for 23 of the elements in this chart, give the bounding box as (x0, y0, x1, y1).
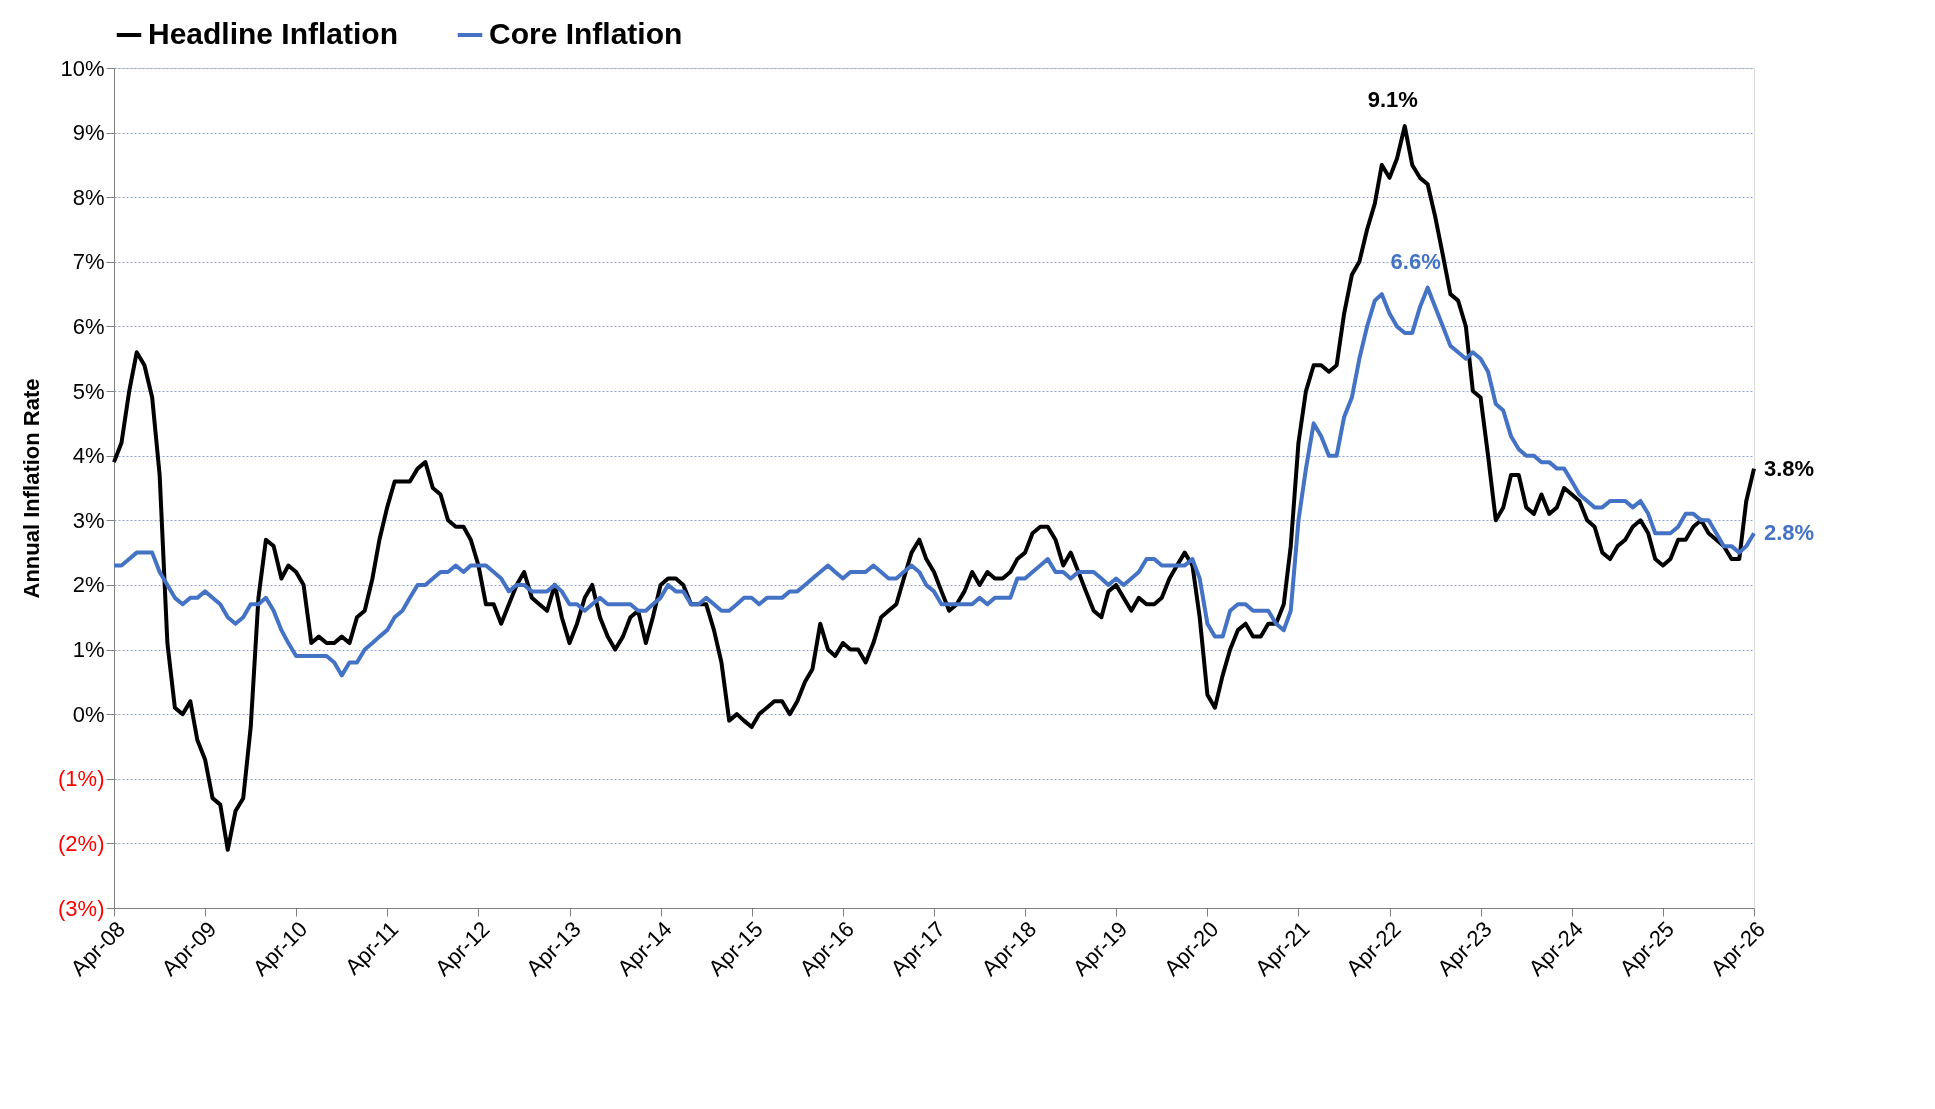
y-tick-label: (1%) (58, 766, 105, 792)
y-tick-label: 10% (60, 55, 105, 81)
y-tick-label: 0% (72, 701, 105, 727)
y-tick-label: 5% (72, 378, 105, 404)
y-axis-title: Annual Inflation Rate (19, 378, 45, 599)
y-tick-label: 7% (72, 249, 105, 275)
annotation: 9.1% (1367, 87, 1418, 113)
y-tick-label: 4% (72, 443, 105, 469)
annotation: 6.6% (1390, 248, 1441, 274)
annotation: 3.8% (1764, 455, 1815, 481)
y-tick-label: (3%) (58, 895, 105, 921)
legend-label: Headline Inflation (148, 17, 399, 50)
y-tick-label: 9% (72, 120, 105, 146)
y-tick-label: 1% (72, 637, 105, 663)
legend-label: Core Inflation (489, 17, 683, 50)
line-series (112, 124, 1756, 852)
line-series (112, 285, 1756, 678)
y-tick-label: (2%) (58, 830, 105, 856)
annotation: 2.8% (1764, 520, 1815, 546)
y-tick-label: 8% (72, 184, 105, 210)
y-tick-label: 6% (72, 313, 105, 339)
y-tick-label: 3% (72, 507, 105, 533)
y-tick-label: 2% (72, 572, 105, 598)
